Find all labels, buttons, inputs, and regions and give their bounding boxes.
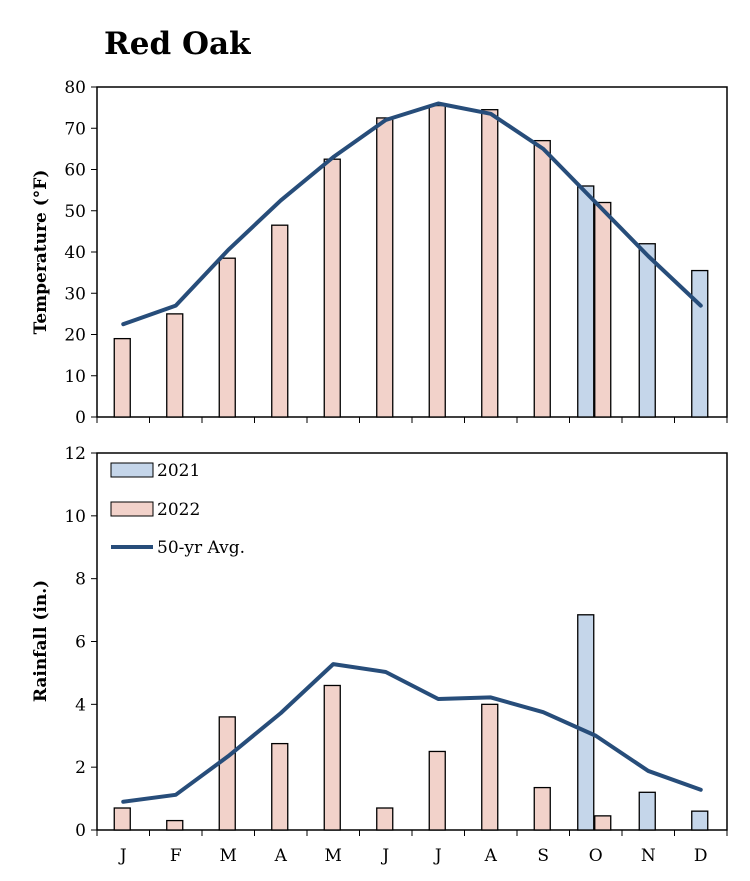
chart-title: Red Oak [104, 26, 251, 62]
rain-bar-2022 [166, 819, 184, 831]
temp-bar-2022 [376, 117, 394, 418]
temp-y-tick-label: 70 [64, 119, 86, 139]
legend-label-avg: 50-yr Avg. [157, 538, 245, 558]
temp-y-tick-label: 80 [64, 78, 86, 98]
temp-bar-2022 [481, 109, 499, 418]
rainfall-panel: 0 2 4 6 8 10 12 Rainfall (in.) J F M A M J J A S O N D [31, 444, 728, 866]
rain-y-tick-label: 8 [75, 570, 86, 590]
rain-avg-line [121, 662, 703, 804]
rain-bar-2021 [577, 614, 595, 831]
temp-bar-2022 [166, 313, 184, 418]
rain-bar-2021 [638, 791, 656, 831]
temp-bar-2022 [323, 158, 341, 418]
rain-y-tick-label: 4 [75, 695, 86, 715]
temp-bar-2022 [428, 104, 446, 418]
rain-bar-2022 [481, 703, 499, 831]
rain-y-tick-label: 0 [75, 821, 86, 841]
temp-bar-2021 [638, 243, 656, 418]
rain-x-tick-label: M [220, 846, 237, 866]
rain-bar-2022 [533, 786, 551, 831]
rain-bar-2022 [271, 742, 289, 831]
rain-x-tick-label: M [325, 846, 342, 866]
rain-y-axis-title: Rainfall (in.) [31, 580, 51, 702]
temp-bar-2022 [271, 224, 289, 418]
rain-x-tick-label: S [537, 846, 549, 866]
temp-y-tick-label: 10 [64, 367, 86, 387]
temp-bar-2022 [533, 139, 551, 418]
rain-x-tick-label: J [380, 846, 389, 866]
rain-y-tick-label: 2 [75, 758, 86, 778]
temperature-plot-frame [96, 86, 728, 418]
rain-y-tick-label: 6 [75, 633, 86, 653]
temp-y-tick-label: 50 [64, 202, 86, 222]
temp-bar-2021 [577, 185, 595, 418]
rain-x-tick-label: A [274, 846, 288, 866]
legend-swatch-2021 [110, 462, 154, 478]
temp-y-axis-title: Temperature (°F) [31, 170, 51, 335]
temp-y-tick-label: 40 [64, 243, 86, 263]
rain-x-tick-label: D [694, 846, 708, 866]
temp-y-tick-label: 60 [64, 161, 86, 181]
rain-x-tick-label: O [589, 846, 603, 866]
rain-x-tick-label: J [433, 846, 442, 866]
temperature-panel: 0 10 20 30 40 50 60 70 80 Temperature (°F) [31, 78, 728, 428]
rain-y-tick-label: 10 [64, 507, 86, 527]
legend-label-2021: 2021 [157, 461, 200, 481]
temp-bar-2021 [691, 269, 709, 418]
legend: 2021 2022 50-yr Avg. [110, 461, 245, 558]
rain-bar-2022 [323, 684, 341, 831]
temp-bar-2022 [113, 337, 131, 418]
temp-y-tick-label: 20 [64, 326, 86, 346]
rain-x-tick-label: A [484, 846, 498, 866]
legend-swatch-2022 [110, 501, 154, 517]
rain-bar-2022 [594, 815, 612, 831]
rain-x-tick-label: N [641, 846, 656, 866]
rain-bar-2022 [218, 716, 236, 831]
rain-x-tick-label: J [118, 846, 127, 866]
rain-bar-2021 [691, 810, 709, 831]
rain-bar-2022 [428, 750, 446, 831]
temp-avg-line [121, 101, 703, 327]
legend-label-2022: 2022 [157, 500, 200, 520]
rain-x-tick-label: F [170, 846, 182, 866]
rain-bar-2022 [113, 807, 131, 831]
rain-y-tick-label: 12 [64, 444, 86, 464]
temp-y-tick-label: 30 [64, 284, 86, 304]
temp-bar-2022 [594, 201, 612, 418]
rain-bar-2022 [376, 807, 394, 831]
temp-bar-2022 [218, 257, 236, 418]
temp-y-tick-label: 0 [75, 408, 86, 428]
